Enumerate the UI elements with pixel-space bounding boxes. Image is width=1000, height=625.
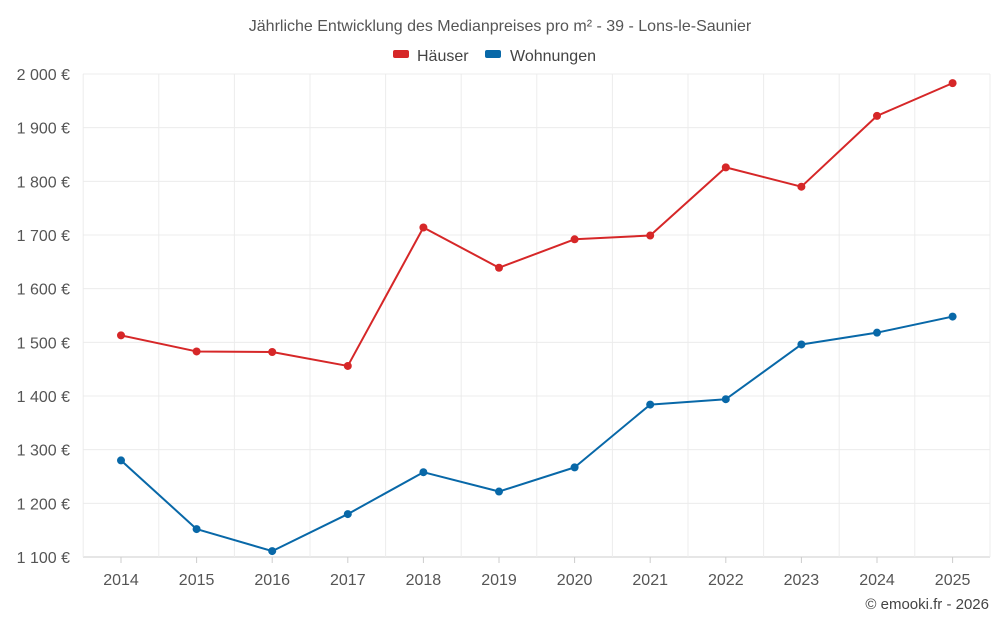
y-tick-label: 1 300 € — [17, 443, 70, 460]
data-point-wohnungen[interactable] — [419, 468, 428, 477]
y-tick-label: 1 100 € — [17, 550, 70, 567]
x-tick-label: 2019 — [481, 572, 517, 589]
data-point-haeuser[interactable] — [117, 331, 125, 340]
y-tick-label: 1 400 € — [17, 389, 70, 406]
data-point-wohnungen[interactable] — [646, 400, 655, 409]
data-point-haeuser[interactable] — [646, 231, 655, 240]
data-point-haeuser[interactable] — [268, 347, 277, 356]
x-tick-label: 2024 — [859, 572, 895, 589]
legend-swatch-wohnungen — [485, 50, 501, 58]
legend-swatch-haeuser — [393, 50, 409, 58]
data-point-haeuser[interactable] — [192, 347, 201, 356]
chart-title: Jährliche Entwicklung des Medianpreises … — [249, 18, 752, 35]
data-point-haeuser[interactable] — [419, 223, 428, 232]
data-point-haeuser[interactable] — [570, 235, 579, 244]
x-tick-label: 2021 — [632, 572, 668, 589]
x-tick-label: 2020 — [557, 572, 593, 589]
x-tick-label: 2022 — [708, 572, 744, 589]
legend-label-wohnungen[interactable]: Wohnungen — [510, 48, 596, 65]
y-tick-label: 1 500 € — [17, 335, 70, 352]
y-tick-label: 1 700 € — [17, 228, 70, 245]
data-point-wohnungen[interactable] — [117, 456, 125, 465]
grid — [82, 73, 991, 558]
x-tick-label: 2016 — [254, 572, 290, 589]
data-point-haeuser[interactable] — [948, 79, 957, 88]
series-line-wohnungen — [120, 315, 953, 553]
data-point-wohnungen[interactable] — [570, 463, 579, 472]
data-point-haeuser[interactable] — [721, 163, 730, 172]
data-point-wohnungen[interactable] — [268, 547, 277, 556]
data-point-wohnungen[interactable] — [343, 510, 352, 519]
credit-text: © emooki.fr - 2026 — [865, 596, 989, 613]
x-tick-label: 2018 — [406, 572, 442, 589]
data-point-haeuser[interactable] — [797, 182, 806, 191]
x-tick-label: 2017 — [330, 572, 366, 589]
x-tick-label: 2025 — [935, 572, 971, 589]
data-point-wohnungen[interactable] — [192, 525, 201, 534]
data-point-wohnungen[interactable] — [721, 395, 730, 404]
legend-label-haeuser[interactable]: Häuser — [417, 48, 469, 65]
data-point-haeuser[interactable] — [495, 263, 503, 272]
x-tick-label: 2014 — [103, 572, 139, 589]
data-point-haeuser[interactable] — [343, 361, 352, 370]
y-tick-label: 1 900 € — [17, 121, 70, 138]
y-axis: 1 100 € 1 200 € 1 300 € 1 400 € 1 500 € 1 600… — [17, 67, 70, 567]
x-tick-label: 2015 — [179, 572, 215, 589]
x-axis: 2014 2015 2016 2017 2018 2019 2020 2021 2022 2023… — [103, 557, 970, 589]
y-tick-label: 1 200 € — [17, 496, 70, 513]
data-point-wohnungen[interactable] — [873, 328, 881, 337]
data-point-haeuser[interactable] — [873, 111, 881, 120]
y-tick-label: 1 800 € — [17, 174, 70, 191]
data-point-wohnungen[interactable] — [495, 487, 503, 496]
series-line-haeuser — [120, 82, 953, 367]
y-tick-label: 1 600 € — [17, 282, 70, 299]
data-point-wohnungen[interactable] — [797, 340, 806, 349]
x-tick-label: 2023 — [784, 572, 820, 589]
legend: Häuser Wohnungen — [393, 48, 596, 65]
data-point-wohnungen[interactable] — [948, 312, 957, 321]
series-layer — [117, 79, 957, 556]
y-tick-label: 2 000 € — [17, 67, 70, 84]
